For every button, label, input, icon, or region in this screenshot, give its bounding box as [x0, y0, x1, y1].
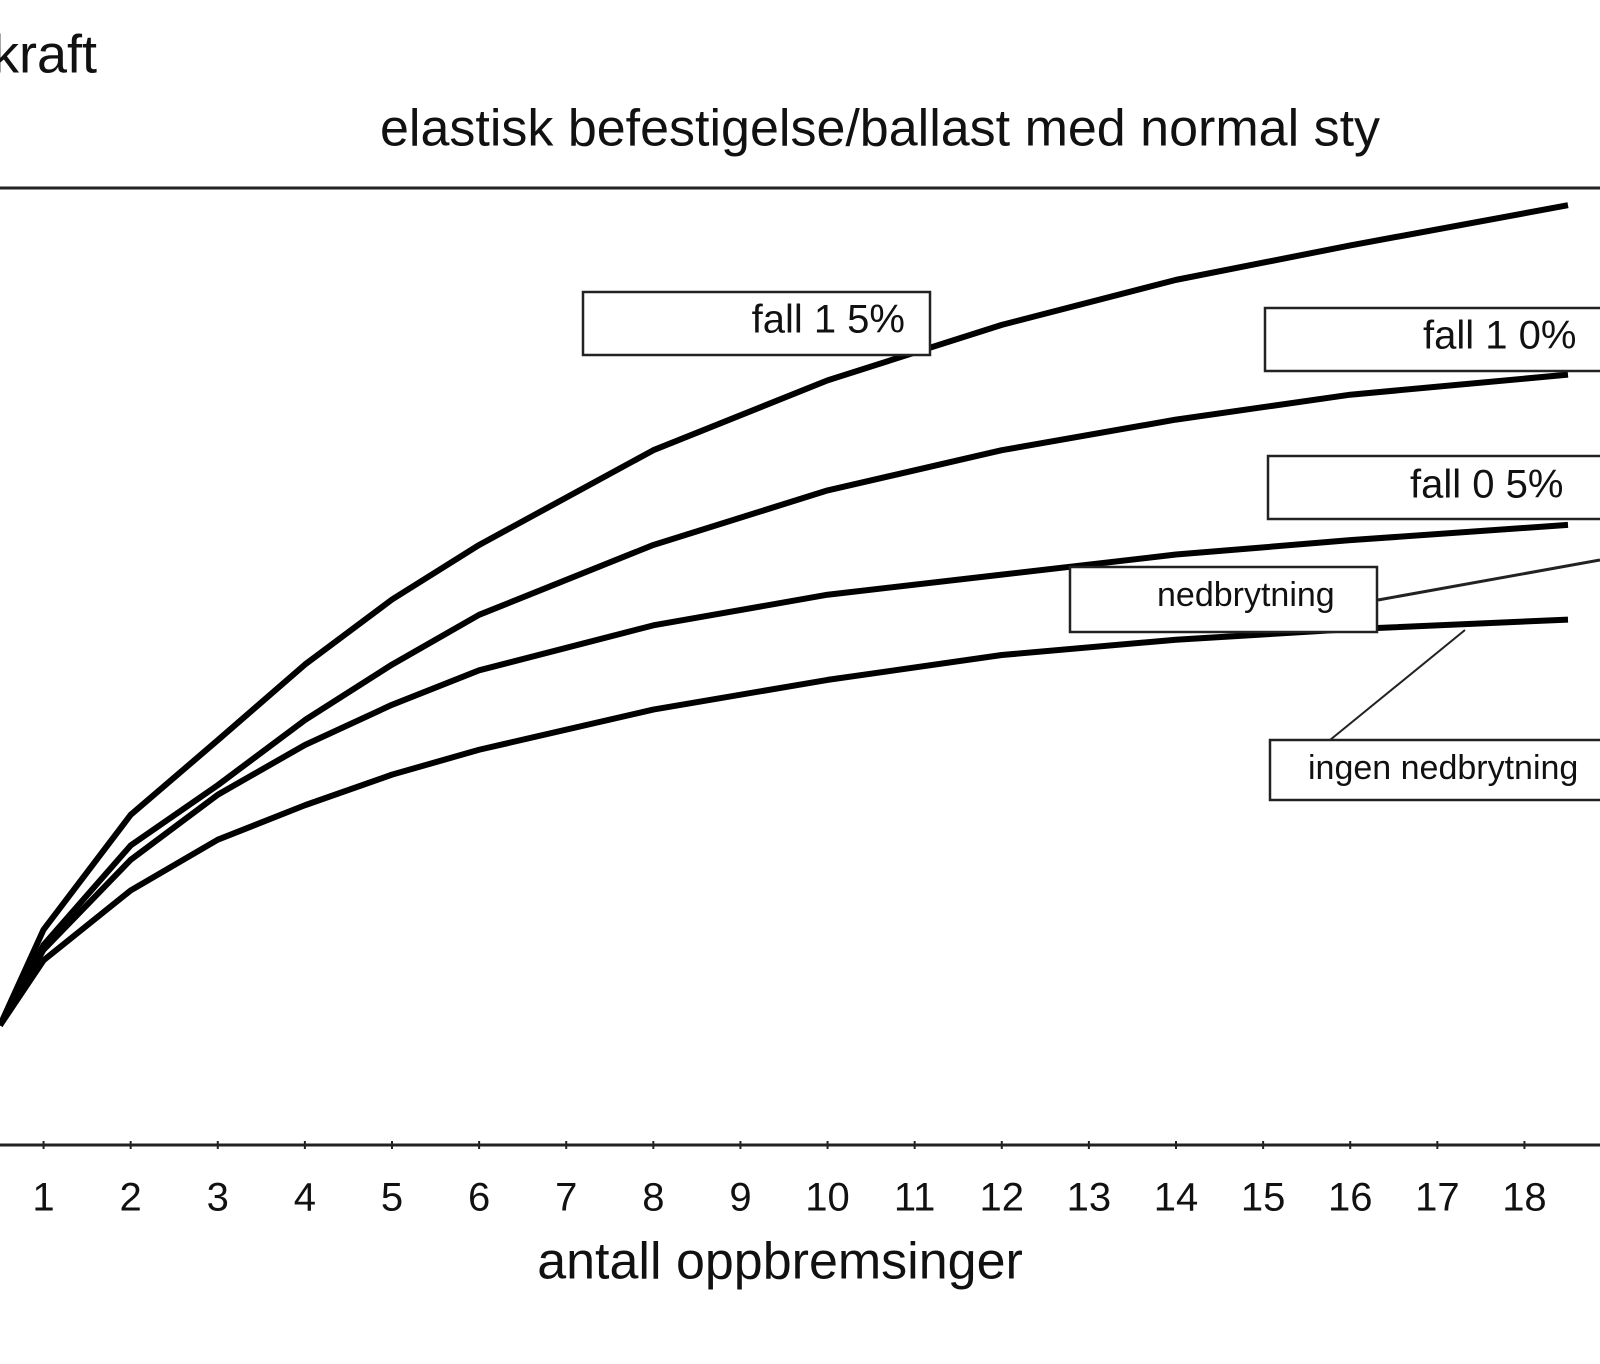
series-line [0, 521, 1569, 1027]
chart-title: elastisk befestigelse/ballast med normal… [380, 100, 1380, 158]
x-tick-label: 11 [894, 1176, 936, 1220]
x-tick-label: 10 [805, 1176, 850, 1220]
x-tick-label: 18 [1502, 1176, 1547, 1220]
x-tick-label: 1 [32, 1176, 54, 1220]
x-tick-label: 9 [729, 1176, 751, 1220]
x-tick-label: 12 [980, 1176, 1025, 1220]
x-tick-label: 4 [294, 1176, 316, 1220]
x-tick-label: 6 [468, 1176, 490, 1220]
series-line [0, 371, 1569, 1027]
y-axis-title: kraft [0, 24, 97, 84]
series-line [0, 616, 1569, 1028]
curves [0, 202, 1569, 1028]
series-label: fall 1 0% [1423, 314, 1576, 358]
x-tick-label: 17 [1415, 1176, 1460, 1220]
x-axis-title: antall oppbremsinger [537, 1233, 1023, 1291]
x-tick-label: 16 [1328, 1176, 1373, 1220]
label-box [1263, 306, 1600, 373]
x-tick-label: 14 [1154, 1176, 1199, 1220]
series-label: ingen nedbrytning [1308, 749, 1578, 787]
annotation: nedbrytning [1157, 576, 1335, 614]
series-label: fall 0 5% [1410, 463, 1563, 507]
series-line [0, 202, 1569, 1027]
x-tick-label: 8 [642, 1176, 664, 1220]
label-box [1068, 565, 1379, 634]
x-tick-label: 7 [555, 1176, 577, 1220]
series-label: fall 1 5% [752, 298, 905, 342]
label-box [1268, 738, 1600, 802]
x-tick-label: 13 [1067, 1176, 1112, 1220]
x-tick-label: 15 [1241, 1176, 1286, 1220]
label-box [1266, 454, 1600, 521]
leader-line [1377, 558, 1600, 602]
x-tick-label: 2 [120, 1176, 142, 1220]
x-tick-label: 3 [207, 1176, 229, 1220]
label-box [581, 290, 932, 357]
x-tick-label: 5 [381, 1176, 403, 1220]
leader-line [1329, 629, 1466, 741]
